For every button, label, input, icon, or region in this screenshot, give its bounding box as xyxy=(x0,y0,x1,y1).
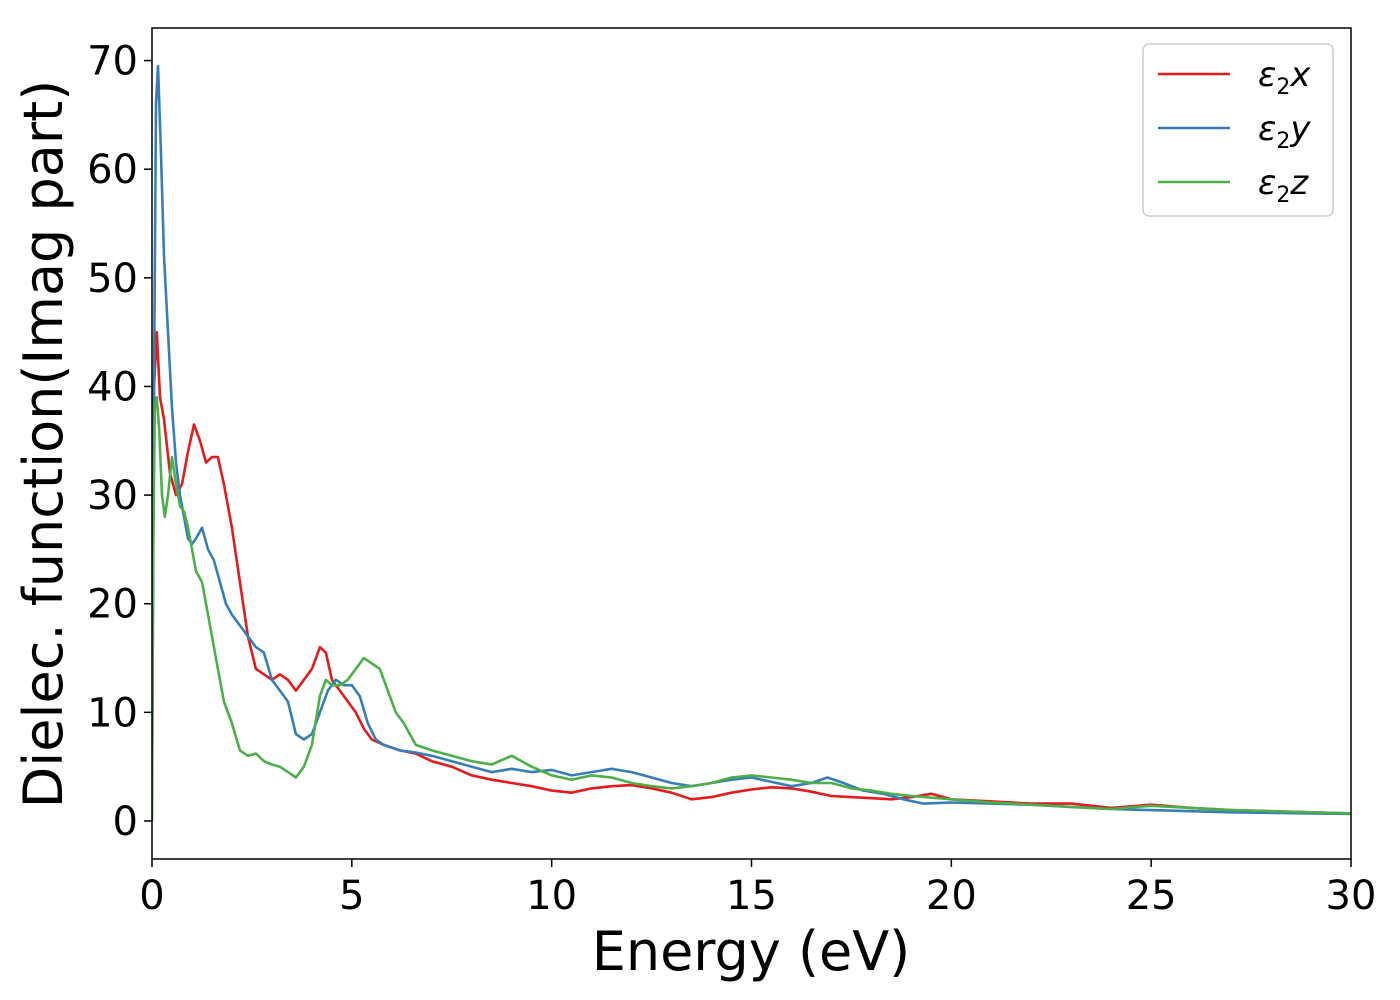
series-line-z xyxy=(152,395,1351,822)
y-tick-label: 70 xyxy=(87,39,138,85)
x-tick-label: 20 xyxy=(926,873,977,919)
x-tick-label: 30 xyxy=(1326,873,1377,919)
y-tick-label: 60 xyxy=(87,147,138,193)
y-tick-label: 20 xyxy=(87,582,138,628)
x-axis-title: Energy (eV) xyxy=(592,920,911,983)
x-axis: 0 5 10 15 20 25 30 xyxy=(139,859,1376,919)
series-line-x xyxy=(152,330,1351,815)
x-tick-label: 15 xyxy=(726,873,777,919)
y-tick-label: 10 xyxy=(87,690,138,736)
series-layer xyxy=(152,64,1351,822)
x-tick-label: 5 xyxy=(339,873,364,919)
y-tick-label: 30 xyxy=(87,473,138,519)
y-axis: 0 10 20 30 40 50 60 70 xyxy=(87,39,152,845)
legend-label-x: ε2x xyxy=(1258,55,1311,100)
x-tick-label: 10 xyxy=(526,873,577,919)
y-tick-label: 50 xyxy=(87,256,138,302)
x-tick-label: 0 xyxy=(139,873,164,919)
legend-label-y: ε2y xyxy=(1258,109,1311,154)
y-tick-label: 40 xyxy=(87,364,138,410)
y-axis-title: Dielec. function(Imag part) xyxy=(12,80,75,809)
y-tick-label: 0 xyxy=(113,799,138,845)
legend: ε2x ε2y ε2z xyxy=(1142,43,1334,217)
legend-box xyxy=(1142,43,1334,217)
legend-label-z: ε2z xyxy=(1258,163,1309,208)
x-tick-label: 25 xyxy=(1126,873,1177,919)
series-line-y xyxy=(152,64,1351,816)
